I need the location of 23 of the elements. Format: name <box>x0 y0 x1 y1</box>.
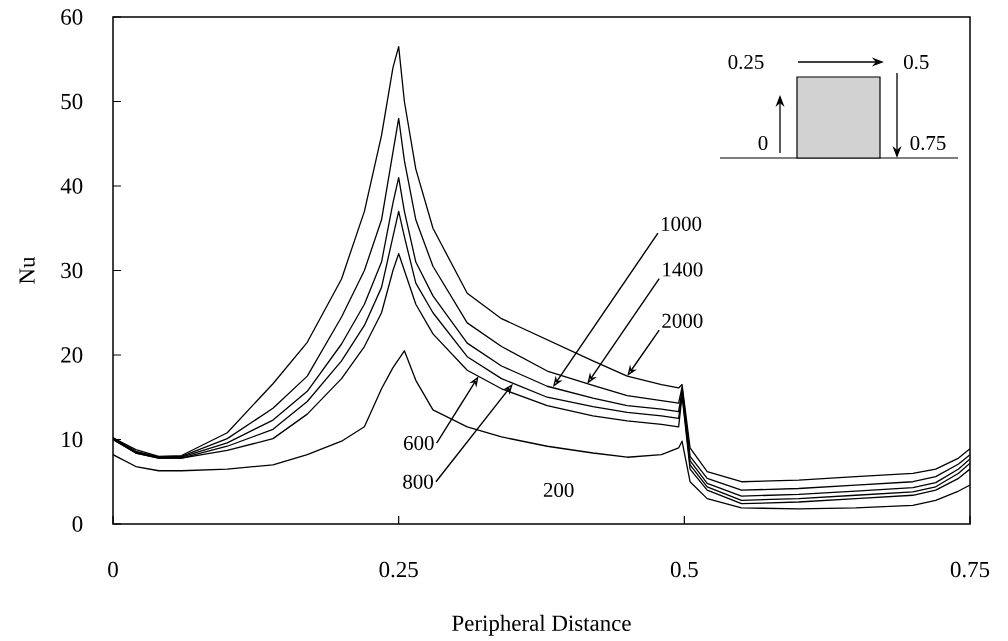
annotation: 200 <box>543 482 574 497</box>
annotation: 1400 <box>663 262 703 277</box>
y-axis-title: Nu <box>19 256 35 284</box>
x-tick-label: 0.75 <box>950 561 990 578</box>
annotation: 0.25 <box>728 54 764 70</box>
annotation: 0.5 <box>904 54 929 70</box>
x-tick-label: 0.25 <box>379 561 418 578</box>
y-tick-label: 40 <box>60 178 83 194</box>
y-tick-label: 10 <box>62 431 83 448</box>
y-tick-label: 60 <box>61 9 83 25</box>
annotation: 0.75 <box>910 135 946 151</box>
y-tick-label: 0 <box>72 516 83 532</box>
x-tick-label: 0.5 <box>670 561 698 578</box>
annotation: 2000 <box>662 313 703 328</box>
y-tick-label: 30 <box>61 262 83 279</box>
x-tick-label: 0 <box>108 561 118 578</box>
x-axis-title: Peripheral Distance <box>452 614 631 636</box>
annotation: 800 <box>403 474 433 489</box>
annotation: 600 <box>403 436 434 451</box>
y-tick-label: 50 <box>61 93 83 110</box>
annotation: 0 <box>758 135 768 151</box>
annotation: 1000 <box>661 216 702 231</box>
y-tick-label: 20 <box>61 347 83 363</box>
